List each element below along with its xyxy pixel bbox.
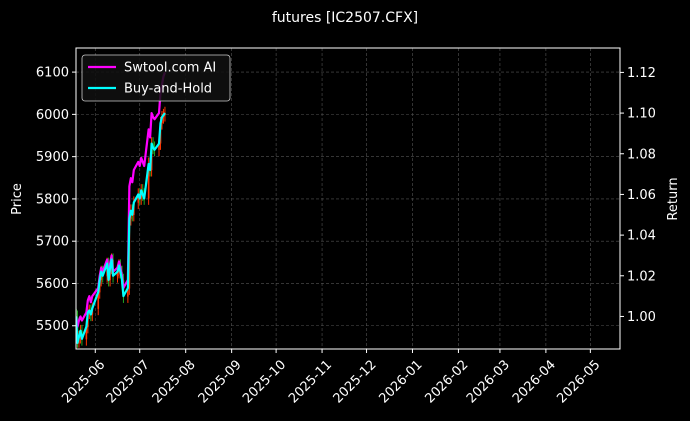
y2-tick-label: 1.12 xyxy=(627,66,656,81)
y-tick-label: 5800 xyxy=(36,192,69,207)
legend-label: Buy-and-Hold xyxy=(124,82,212,97)
plot-frame xyxy=(75,47,621,350)
y-tick-label: 6000 xyxy=(36,108,69,123)
y-tick-label: 5700 xyxy=(36,235,69,250)
candle-body xyxy=(97,292,100,309)
y2-tick-label: 1.04 xyxy=(627,229,656,244)
candle-body xyxy=(127,288,129,297)
series-line xyxy=(76,112,166,344)
y2-tick-label: 1.06 xyxy=(627,188,656,203)
y-tick-label: 5900 xyxy=(36,150,69,165)
y-tick-label: 6100 xyxy=(36,66,69,81)
candle-body xyxy=(158,143,160,150)
legend-box xyxy=(81,54,231,102)
y-tick-label: 5500 xyxy=(36,319,69,334)
candle-body xyxy=(137,194,140,203)
y2-axis-label: Return xyxy=(666,177,681,220)
y2-tick-label: 1.08 xyxy=(627,147,656,162)
y2-tick-label: 1.10 xyxy=(627,107,656,122)
candle-body xyxy=(147,163,150,199)
y-axis-label: Price xyxy=(10,183,25,215)
plot-area xyxy=(76,72,166,348)
chart-title: futures [IC2507.CFX] xyxy=(272,10,418,26)
legend-label: Swtool.com AI xyxy=(124,61,216,76)
y2-tick-label: 1.02 xyxy=(627,269,656,284)
y-tick-label: 5600 xyxy=(36,277,69,292)
y2-tick-label: 1.00 xyxy=(627,310,656,325)
candle-body xyxy=(85,327,88,340)
candle-body xyxy=(116,272,119,277)
legend: Swtool.com AI Buy-and-Hold xyxy=(81,54,231,102)
